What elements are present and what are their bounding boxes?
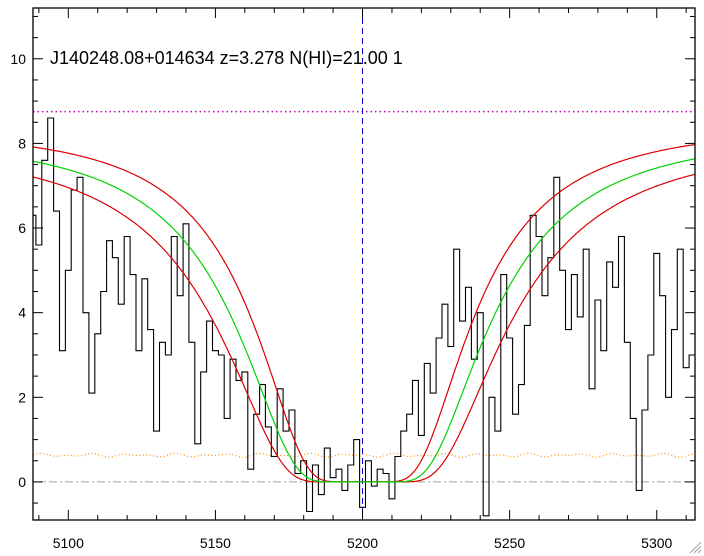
chart-title: J140248.08+014634 z=3.278 N(HI)=21.00 1 [50, 48, 403, 68]
voigt-fit-curve [33, 158, 695, 483]
y-tick-label: 6 [18, 220, 26, 236]
x-tick-label: 5250 [494, 535, 525, 551]
x-tick-label: 5150 [200, 535, 231, 551]
y-tick-label: 2 [18, 389, 26, 405]
y-tick-label: 4 [18, 305, 26, 321]
x-tick-label: 5200 [347, 535, 378, 551]
x-tick-label: 5100 [53, 535, 84, 551]
plot-frame [32, 7, 696, 521]
y-tick-label: 10 [10, 51, 26, 67]
x-tick-label: 5300 [641, 535, 672, 551]
y-tick-label: 8 [18, 135, 26, 151]
y-tick-label: 0 [18, 474, 26, 490]
flux-spectrum [33, 117, 693, 517]
error-spectrum [33, 452, 695, 458]
resize-grip-icon[interactable] [688, 540, 702, 554]
